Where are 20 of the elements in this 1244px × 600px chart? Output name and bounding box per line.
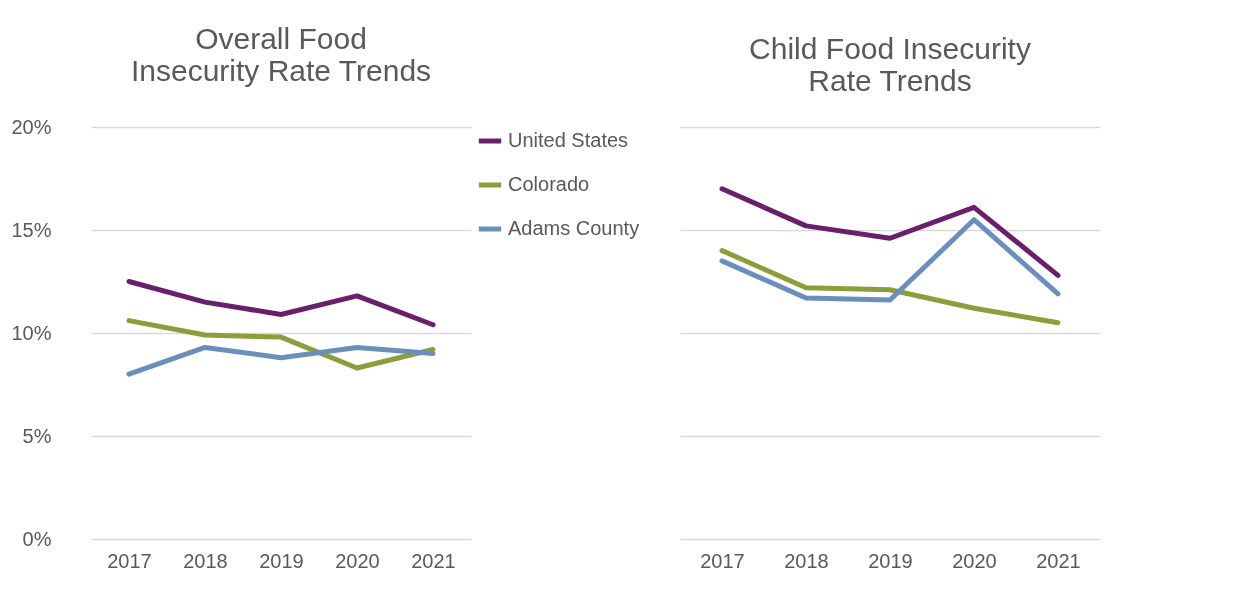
x-tick-label: 2019 <box>868 549 913 572</box>
y-tick-label: 15% <box>11 218 52 241</box>
x-tick-label: 2020 <box>335 549 380 572</box>
x-tick-label: 2017 <box>700 549 745 572</box>
y-tick-label: 5% <box>22 424 52 447</box>
legend-label: Colorado <box>508 173 590 195</box>
x-tick-label: 2018 <box>183 549 228 572</box>
y-tick-label: 10% <box>11 321 52 344</box>
x-tick-label: 2017 <box>107 549 152 572</box>
x-tick-label: 2020 <box>952 549 997 572</box>
chart-title: Child Food Insecurity Rate Trends <box>749 32 1031 97</box>
y-tick-label: 0% <box>22 527 52 550</box>
x-tick-label: 2021 <box>411 549 456 572</box>
x-tick-label: 2018 <box>784 549 829 572</box>
legend-label: United States <box>508 129 629 151</box>
x-tick-label: 2021 <box>1036 549 1081 572</box>
chart-title: Overall Food Insecurity Rate Trends <box>130 22 432 87</box>
y-tick-label: 20% <box>11 115 52 138</box>
legend-label: Adams County <box>508 217 640 239</box>
x-tick-label: 2019 <box>259 549 304 572</box>
